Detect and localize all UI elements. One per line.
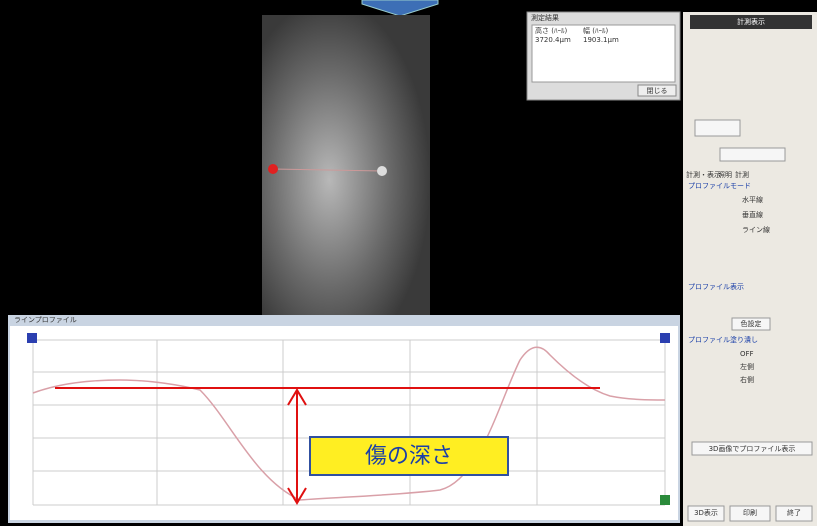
annotation-box <box>309 436 509 476</box>
button[interactable] <box>775 505 813 522</box>
cursor-handle[interactable] <box>660 333 670 343</box>
side-panel: 計測表示 計測・表示 照明 計測 プロファイルモード 水平線 垂直線 ライン線 … <box>683 12 817 526</box>
radio-option[interactable]: 垂直線 <box>742 210 763 219</box>
button-label: 印刷 <box>743 509 757 517</box>
profile-panel: ラインプロファイル 傷の深さ <box>8 315 680 523</box>
button[interactable] <box>729 505 771 522</box>
arrow-heads <box>287 388 307 505</box>
tab[interactable]: 計測・表示 <box>686 170 721 179</box>
button-label: 色設定 <box>741 319 762 328</box>
button-label: 終了 <box>787 508 801 517</box>
popup-header: 高さ (ﾊｰﾙ) <box>535 26 567 35</box>
specimen-image <box>262 15 430 315</box>
cursor-handle[interactable] <box>27 333 37 343</box>
grid <box>32 339 666 506</box>
close-button[interactable] <box>637 84 677 97</box>
popup-value: 1903.1μm <box>583 36 619 44</box>
profile-curve <box>32 346 666 501</box>
button[interactable] <box>691 441 813 456</box>
result-popup: 測定結果 高さ (ﾊｰﾙ) 幅 (ﾊｰﾙ) 3720.4μm 1903.1μm … <box>526 11 681 101</box>
radio-option[interactable]: 水平線 <box>742 195 763 204</box>
button-label: 閉じる <box>647 87 668 95</box>
tab[interactable]: 計測 <box>735 170 749 179</box>
chevron <box>361 0 439 17</box>
popup-title: 測定結果 <box>531 13 559 22</box>
section-label: プロファイルモード <box>688 182 751 190</box>
radio-option[interactable]: ライン線 <box>742 225 770 234</box>
radio-option[interactable]: 右側 <box>740 375 754 384</box>
start-point[interactable] <box>268 164 278 174</box>
panel-title: ラインプロファイル <box>14 316 77 324</box>
popup-value: 3720.4μm <box>535 36 571 44</box>
button[interactable] <box>687 505 725 522</box>
section-label: プロファイル表示 <box>688 282 744 291</box>
button[interactable] <box>694 119 741 137</box>
button[interactable] <box>731 317 771 331</box>
measure-line <box>272 168 383 172</box>
button-label: 3D画像でプロファイル表示 <box>709 444 796 453</box>
radio-option[interactable]: OFF <box>740 350 754 358</box>
button[interactable] <box>719 147 786 162</box>
end-point[interactable] <box>377 166 387 176</box>
cursor-handle[interactable] <box>660 495 670 505</box>
annotation: 傷の深さ <box>365 444 453 469</box>
section-label: プロファイル塗り潰し <box>688 335 758 344</box>
button-label: 3D表示 <box>694 508 718 517</box>
panel-title: 計測表示 <box>737 17 765 26</box>
popup-header: 幅 (ﾊｰﾙ) <box>583 26 608 35</box>
tab[interactable]: 照明 <box>718 171 732 179</box>
radio-option[interactable]: 左側 <box>740 362 754 371</box>
